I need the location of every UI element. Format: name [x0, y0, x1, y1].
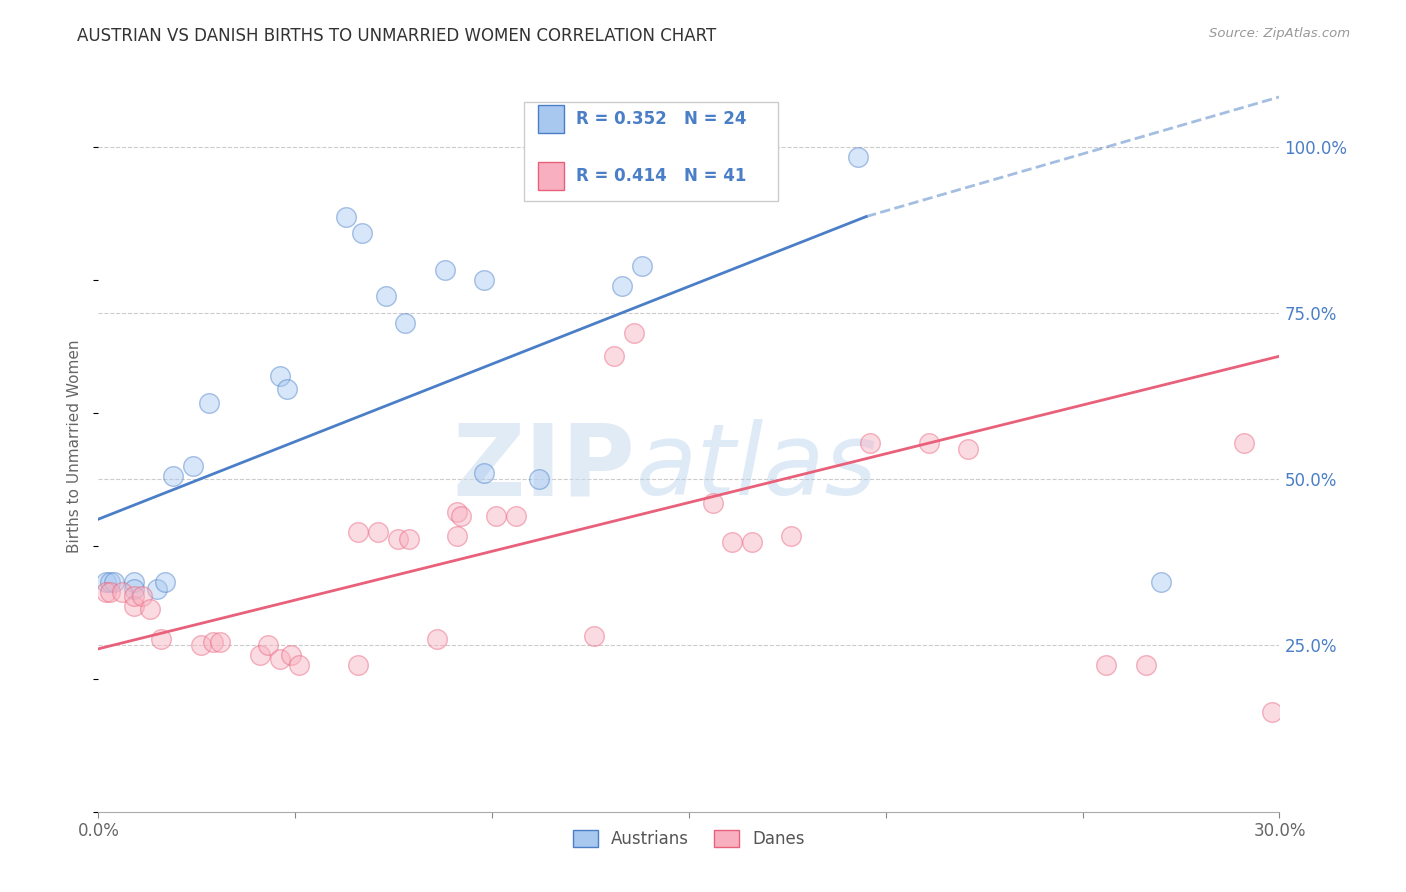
Point [918, 435, 941, 450]
Point [367, 525, 389, 540]
Point [131, 589, 153, 603]
Point [122, 582, 145, 596]
Point [335, 210, 357, 224]
Point [1260, 705, 1282, 719]
Point [702, 495, 724, 509]
Point [122, 575, 145, 590]
Point [269, 369, 291, 384]
Point [472, 273, 495, 287]
Point [374, 289, 396, 303]
Point [249, 648, 271, 663]
Point [387, 532, 409, 546]
Point [111, 585, 134, 599]
Point [1233, 435, 1256, 450]
Point [209, 635, 232, 649]
Point [529, 472, 551, 486]
Point [352, 226, 374, 240]
Point [1095, 658, 1118, 673]
Point [98, 585, 121, 599]
Point [485, 508, 508, 523]
Point [103, 575, 125, 590]
Point [433, 262, 456, 277]
Point [201, 635, 224, 649]
Point [96, 585, 118, 599]
Point [426, 632, 449, 646]
Text: AUSTRIAN VS DANISH BIRTHS TO UNMARRIED WOMEN CORRELATION CHART: AUSTRIAN VS DANISH BIRTHS TO UNMARRIED W… [77, 27, 717, 45]
Point [181, 458, 204, 473]
Point [583, 628, 606, 642]
Point [276, 383, 298, 397]
Point [146, 582, 169, 596]
Point [122, 589, 145, 603]
Point [603, 349, 626, 363]
Point [741, 535, 763, 549]
Point [446, 506, 468, 520]
Point [190, 639, 212, 653]
Point [721, 535, 744, 549]
Point [446, 529, 468, 543]
Point [394, 316, 416, 330]
Y-axis label: Births to Unmarried Women: Births to Unmarried Women [67, 339, 83, 553]
Point [859, 435, 882, 450]
Point [150, 632, 173, 646]
Point [269, 652, 291, 666]
Point [280, 648, 302, 663]
Bar [523, 103, 778, 201]
Point [1135, 658, 1157, 673]
Text: ZIP: ZIP [453, 419, 636, 516]
Text: Source: ZipAtlas.com: Source: ZipAtlas.com [1209, 27, 1350, 40]
Point [623, 326, 645, 340]
Point [450, 508, 472, 523]
Text: R = 0.352   N = 24: R = 0.352 N = 24 [575, 110, 747, 128]
Point [610, 279, 633, 293]
Legend: Austrians, Danes: Austrians, Danes [567, 823, 811, 855]
Point [630, 260, 652, 274]
Point [780, 529, 803, 543]
Point [197, 396, 219, 410]
Text: R = 0.414   N = 41: R = 0.414 N = 41 [575, 167, 747, 186]
Bar [537, 105, 564, 133]
Point [155, 575, 177, 590]
Point [347, 658, 370, 673]
Point [96, 575, 118, 590]
Point [957, 442, 980, 457]
Text: atlas: atlas [636, 419, 877, 516]
Point [505, 508, 527, 523]
Point [398, 532, 420, 546]
Point [256, 639, 278, 653]
Point [162, 469, 184, 483]
Point [138, 602, 160, 616]
Point [347, 525, 370, 540]
Point [846, 150, 869, 164]
Point [122, 599, 145, 613]
Point [472, 466, 495, 480]
Point [288, 658, 311, 673]
Point [1150, 575, 1173, 590]
Bar [537, 162, 564, 190]
Point [98, 575, 121, 590]
